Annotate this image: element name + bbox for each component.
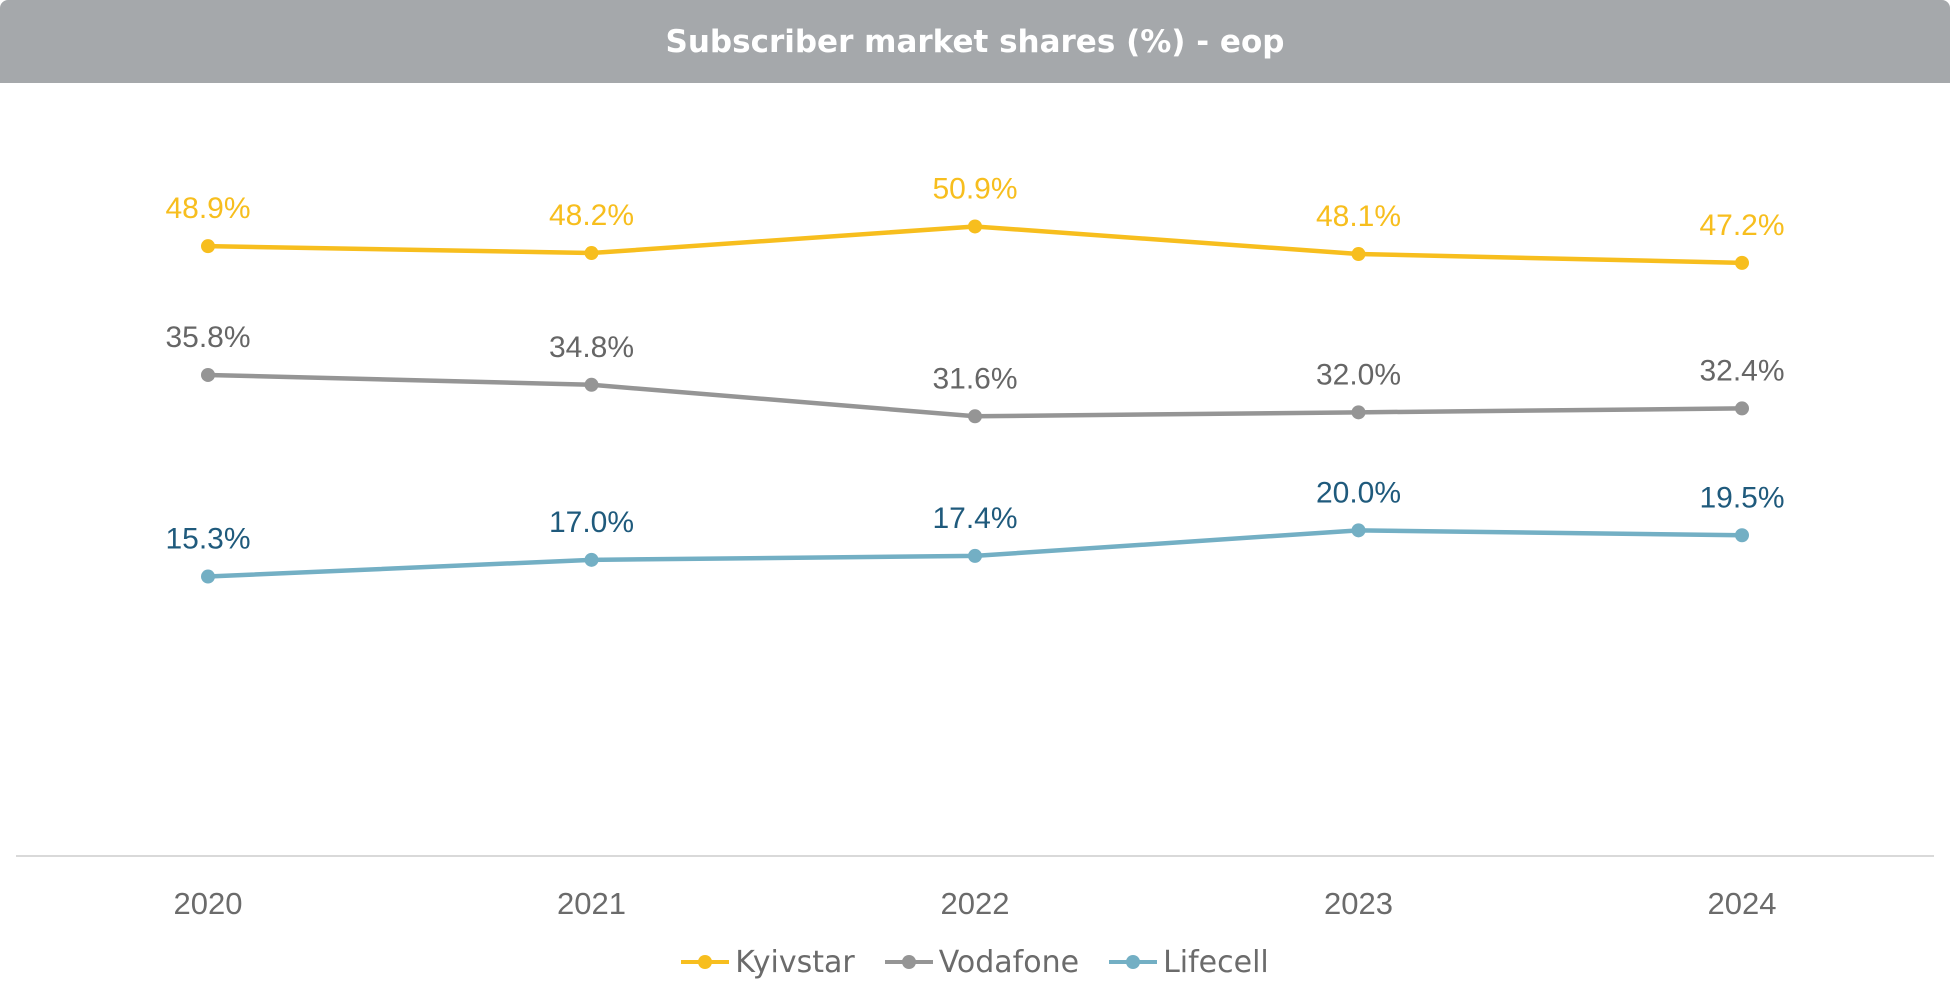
data-label-lifecell-2022: 17.4% [932,502,1017,535]
data-point-vodafone-2022 [968,409,982,424]
legend-item-vodafone: Vodafone [884,944,1080,980]
chart-legend: Kyivstar Vodafone Lifecell [0,942,1950,982]
data-label-kyivstar-2024: 47.2% [1699,209,1784,242]
x-tick-label-2023: 2023 [1324,886,1393,921]
data-label-lifecell-2021: 17.0% [549,506,634,539]
chart-title: Subscriber market shares (%) - eop [665,23,1285,60]
data-label-kyivstar-2023: 48.1% [1316,200,1401,233]
x-tick-label-2020: 2020 [174,886,243,921]
data-point-kyivstar-2024 [1735,255,1749,270]
series-lifecell: 15.3% 17.0% 17.4% 20.0% 19.5% [165,476,1785,584]
data-label-vodafone-2020: 35.8% [165,321,250,354]
data-label-lifecell-2023: 20.0% [1316,476,1401,509]
data-label-lifecell-2024: 19.5% [1699,481,1784,514]
legend-swatch-lifecell [1109,955,1158,969]
legend-label-lifecell: Lifecell [1163,944,1269,980]
legend-swatch-kyivstar [681,955,730,969]
data-point-lifecell-2022 [968,548,982,563]
data-label-vodafone-2023: 32.0% [1316,358,1401,391]
data-label-lifecell-2020: 15.3% [165,523,250,556]
data-label-vodafone-2021: 34.8% [549,331,634,364]
legend-label-kyivstar: Kyivstar [735,944,855,980]
series-kyivstar: 48.9% 48.2% 50.9% 48.1% 47.2% [165,172,1785,270]
data-point-lifecell-2021 [584,552,599,567]
x-tick-label-2021: 2021 [557,886,626,921]
data-label-vodafone-2024: 32.4% [1699,354,1784,387]
data-point-vodafone-2020 [201,367,215,382]
legend-item-kyivstar: Kyivstar [681,944,855,980]
series-vodafone: 35.8% 34.8% 31.6% 32.0% 32.4% [165,321,1785,424]
data-point-kyivstar-2022 [968,219,982,234]
legend-item-lifecell: Lifecell [1109,945,1269,980]
data-point-vodafone-2021 [584,377,599,392]
data-label-vodafone-2022: 31.6% [932,362,1017,395]
x-tick-label-2024: 2024 [1708,886,1777,921]
chart-title-bar: Subscriber market shares (%) - eop [0,0,1950,83]
data-point-kyivstar-2023 [1351,247,1366,262]
legend-swatch-vodafone [884,955,933,969]
data-label-kyivstar-2020: 48.9% [165,192,250,225]
data-point-lifecell-2024 [1735,528,1749,543]
data-point-vodafone-2024 [1735,401,1749,416]
data-label-kyivstar-2022: 50.9% [932,172,1017,205]
data-point-kyivstar-2020 [201,239,215,254]
data-label-kyivstar-2021: 48.2% [549,199,634,232]
x-tick-label-2022: 2022 [941,886,1010,921]
data-point-lifecell-2020 [201,569,215,584]
data-point-vodafone-2023 [1351,405,1366,420]
data-point-lifecell-2023 [1351,523,1366,538]
legend-label-vodafone: Vodafone [938,944,1080,980]
data-point-kyivstar-2021 [584,246,599,261]
